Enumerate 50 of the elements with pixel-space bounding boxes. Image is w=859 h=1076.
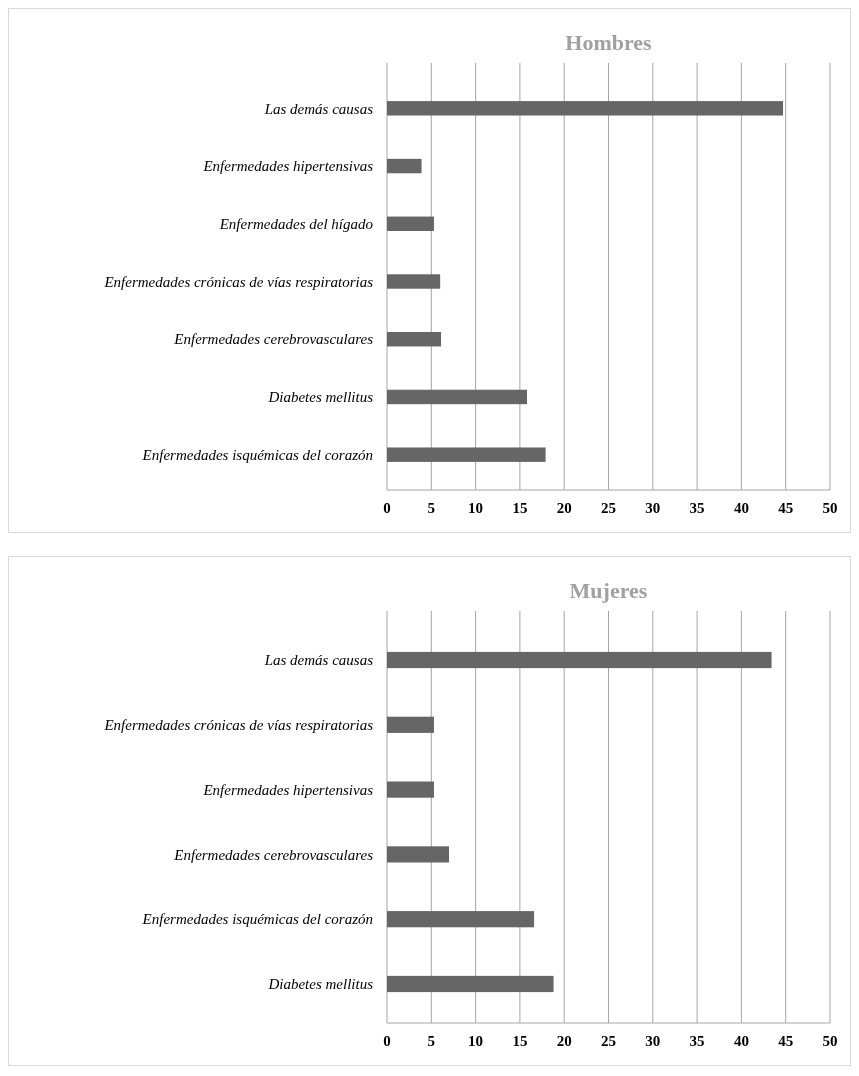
y-tick-label: Enfermedades del hígado xyxy=(218,216,374,233)
y-tick-label: Diabetes mellitus xyxy=(267,976,374,993)
x-tick-label: 35 xyxy=(689,1033,705,1049)
x-tick-label: 45 xyxy=(778,1033,794,1049)
bar xyxy=(387,216,434,231)
y-tick-label: Las demás causas xyxy=(263,100,374,117)
bar xyxy=(387,846,450,863)
x-tick-label: 0 xyxy=(383,500,391,516)
chart-title: Hombres xyxy=(565,30,653,55)
x-tick-label: 0 xyxy=(383,1033,391,1049)
x-tick-label: 5 xyxy=(427,500,436,516)
y-tick-label: Diabetes mellitus xyxy=(267,389,374,406)
y-tick-label: Las demás causas xyxy=(263,652,374,669)
x-tick-label: 45 xyxy=(778,500,794,516)
x-tick-label: 10 xyxy=(468,1033,484,1049)
x-tick-label: 20 xyxy=(556,1033,572,1049)
x-tick-label: 5 xyxy=(427,1033,436,1049)
x-tick-label: 50 xyxy=(822,1033,838,1049)
x-tick-label: 30 xyxy=(645,500,661,516)
y-tick-label: Enfermedades isquémicas del corazón xyxy=(141,911,373,928)
chart-title: Mujeres xyxy=(569,578,648,603)
y-tick-label: Enfermedades hipertensivas xyxy=(202,158,374,175)
x-tick-label: 10 xyxy=(468,500,484,516)
y-tick-label: Enfermedades hipertensivas xyxy=(202,781,374,798)
x-tick-label: 25 xyxy=(601,500,616,516)
bar xyxy=(387,332,442,347)
y-tick-label: Enfermedades isquémicas del corazón xyxy=(141,446,373,463)
bar xyxy=(387,101,784,116)
x-tick-label: 15 xyxy=(512,500,528,516)
x-tick-label: 25 xyxy=(601,1033,616,1049)
x-tick-label: 30 xyxy=(645,1033,661,1049)
bar xyxy=(387,447,546,462)
x-tick-label: 40 xyxy=(733,1033,749,1049)
y-tick-label: Enfermedades crónicas de vías respiratorias xyxy=(103,717,374,734)
bar xyxy=(387,274,441,289)
bar xyxy=(387,781,434,798)
bar xyxy=(387,158,422,174)
y-tick-label: Enfermedades cerebrovasculares xyxy=(173,331,374,348)
x-tick-label: 50 xyxy=(822,500,838,516)
x-tick-label: 15 xyxy=(512,1033,528,1049)
bar xyxy=(387,975,554,993)
bar xyxy=(387,651,772,669)
bar xyxy=(387,911,535,928)
y-tick-label: Enfermedades crónicas de vías respiratorias xyxy=(103,273,374,290)
x-tick-label: 40 xyxy=(733,500,749,516)
y-tick-label: Enfermedades cerebrovasculares xyxy=(173,846,374,863)
x-tick-label: 35 xyxy=(689,500,705,516)
x-tick-label: 20 xyxy=(556,500,572,516)
bar xyxy=(387,716,434,733)
bar xyxy=(387,389,527,405)
